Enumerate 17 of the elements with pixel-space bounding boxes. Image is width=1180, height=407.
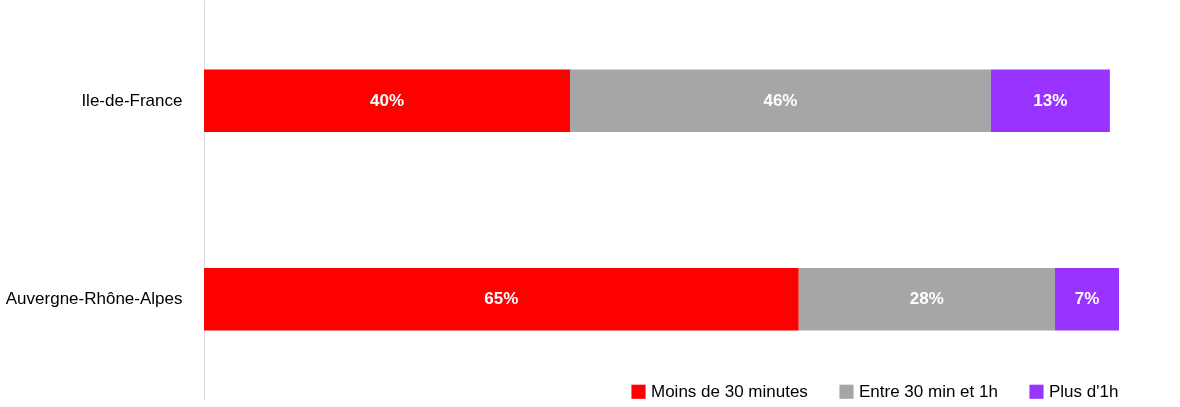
bar bbox=[204, 69, 570, 132]
legend-label: Plus d'1h bbox=[1049, 381, 1119, 401]
y-tick-label: Ile-de-France bbox=[81, 90, 183, 110]
bar bbox=[570, 69, 991, 132]
y-tick-label: Auvergne-Rhône-Alpes bbox=[5, 289, 183, 309]
data-label: 40% bbox=[369, 90, 405, 110]
bar bbox=[1054, 268, 1119, 331]
bar bbox=[204, 268, 799, 331]
data-label: 65% bbox=[484, 289, 519, 309]
data-label: 13% bbox=[1033, 90, 1068, 110]
data-label: 46% bbox=[763, 90, 798, 110]
data-label: 28% bbox=[909, 289, 944, 309]
data-label: 7% bbox=[1074, 289, 1100, 309]
legend-label: Entre 30 min et 1h bbox=[859, 381, 998, 401]
bar bbox=[798, 268, 1055, 331]
legend-label: Moins de 30 minutes bbox=[651, 381, 808, 401]
bar bbox=[990, 69, 1110, 132]
